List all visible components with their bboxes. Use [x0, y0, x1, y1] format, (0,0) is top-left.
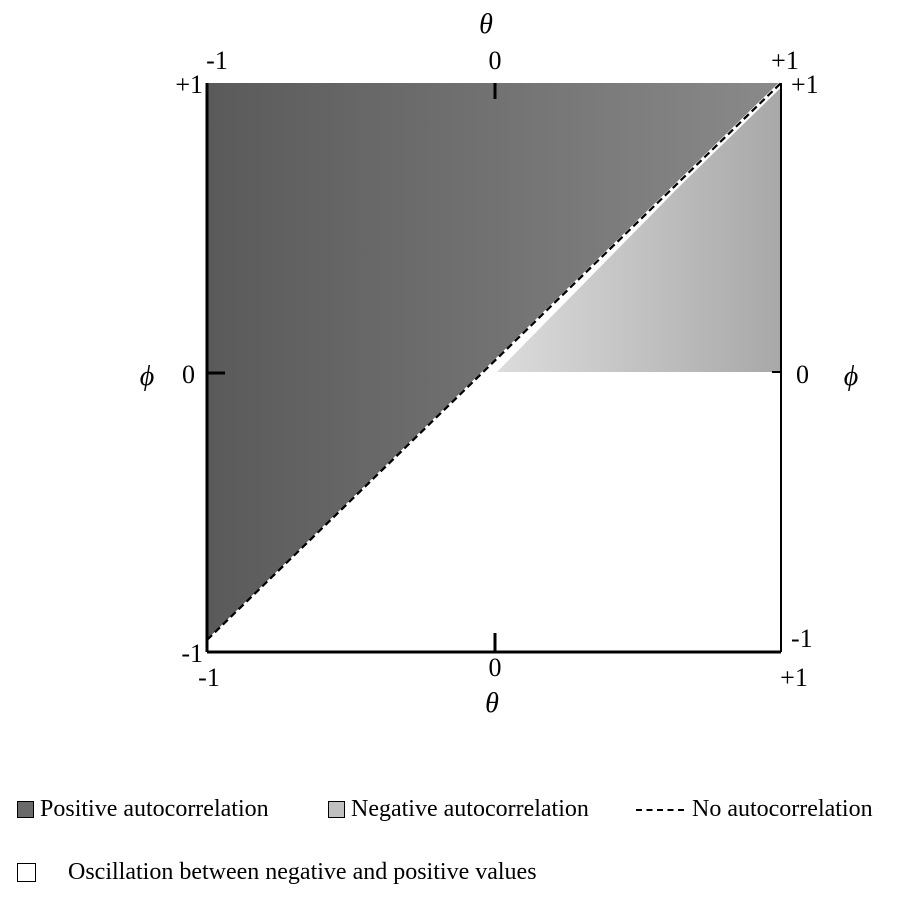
- legend-oscillation: Oscillation between negative and positiv…: [17, 859, 537, 886]
- top-theta-label: θ: [479, 9, 493, 40]
- bottom-plus-one-label: +1: [780, 663, 808, 692]
- left-phi-label: ϕ: [140, 361, 155, 392]
- oscillation-swatch: [17, 863, 36, 882]
- top-minus-one-label: -1: [206, 46, 228, 75]
- left-zero-label: 0: [182, 360, 195, 389]
- right-zero-label: 0: [796, 360, 809, 389]
- legend-negative: Negative autocorrelation: [328, 796, 589, 823]
- left-minus-one-label: -1: [181, 639, 203, 668]
- bottom-theta-label: θ: [485, 688, 499, 719]
- legend-none-label: No autocorrelation: [692, 796, 873, 822]
- top-plus-one-label: +1: [771, 46, 799, 75]
- right-minus-one-label: -1: [791, 624, 813, 653]
- legend-positive: Positive autocorrelation: [17, 796, 269, 823]
- legend-none: No autocorrelation: [636, 796, 873, 823]
- autocorrelation-diagram: θ -1 0 +1 +1 0 ϕ -1 +1 0 ϕ -1 -1 0 +1 θ: [140, 9, 859, 719]
- legend-oscillation-label: Oscillation between negative and positiv…: [68, 859, 537, 885]
- right-plus-one-label: +1: [791, 70, 819, 99]
- left-plus-one-label: +1: [175, 70, 203, 99]
- no-autocorrelation-line: [206, 82, 782, 641]
- top-zero-label: 0: [489, 46, 502, 75]
- negative-swatch: [328, 801, 345, 818]
- legend-negative-label: Negative autocorrelation: [351, 796, 589, 822]
- bottom-zero-label: 0: [489, 653, 502, 682]
- bottom-minus-one-label: -1: [198, 663, 220, 692]
- no-autocorrelation-legend-line: [636, 808, 684, 811]
- positive-swatch: [17, 801, 34, 818]
- legend-positive-label: Positive autocorrelation: [40, 796, 269, 822]
- oscillation-region: [207, 372, 781, 652]
- right-phi-label: ϕ: [844, 361, 859, 392]
